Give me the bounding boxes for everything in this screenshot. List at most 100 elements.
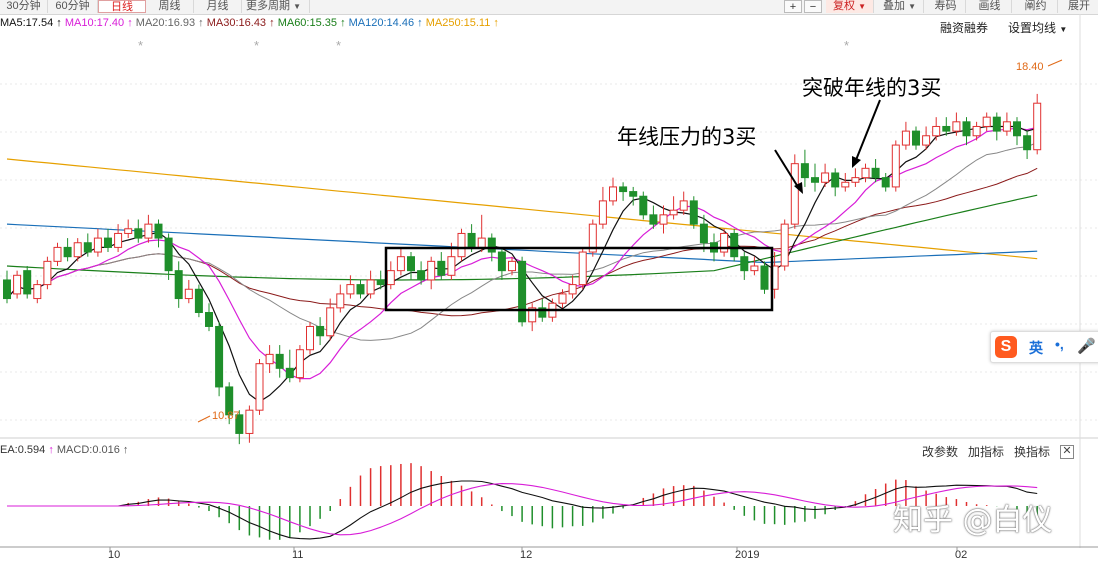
candle [184, 288, 193, 300]
expand-button[interactable]: 展开 [1068, 0, 1090, 12]
period-tab-weekly[interactable]: 周线 [146, 0, 194, 13]
ime-toolbar[interactable]: S 英 •, 🎤 [990, 331, 1098, 363]
period-tab-60min[interactable]: 60分钟 [48, 0, 98, 13]
event-marker: * [138, 38, 143, 53]
candle [922, 135, 931, 146]
macd-value-label: MACD:0.016 [56, 444, 120, 456]
zoom-in-button[interactable]: + [784, 0, 802, 13]
event-marker: * [254, 38, 259, 53]
arrow-up-icon: ↑ [124, 17, 136, 29]
close-icon[interactable]: ✕ [1060, 445, 1074, 459]
candle [63, 246, 72, 258]
candle [477, 237, 486, 248]
candle [235, 414, 244, 434]
candle [447, 256, 456, 276]
candle [306, 325, 314, 351]
candle [901, 130, 910, 146]
candle [730, 232, 739, 258]
period-toolbar: 30分钟 60分钟 日线 周线 月线 更多周期 ▼ + − 复权 ▼ 叠加 ▼ … [0, 0, 1098, 15]
candle [33, 284, 42, 300]
candle [124, 228, 133, 234]
period-tab-monthly[interactable]: 月线 [194, 0, 242, 13]
candle [53, 246, 62, 262]
toolbar-button-a[interactable]: 寿码 [926, 0, 966, 13]
candle [1033, 102, 1042, 151]
period-more-dropdown[interactable]: 更多周期 ▼ [242, 0, 310, 13]
dea-label: EA:0.594 [0, 444, 46, 456]
candle [831, 172, 840, 188]
candle [457, 232, 466, 258]
candle [740, 256, 749, 272]
zoom-out-button[interactable]: − [804, 0, 822, 13]
switch-indicator-button[interactable]: 换指标 [1014, 445, 1051, 459]
candle [598, 200, 607, 225]
punctuation-icon[interactable]: •, [1055, 336, 1064, 352]
candle [912, 130, 920, 146]
candle [952, 121, 961, 132]
candle [851, 177, 860, 183]
overlay-button[interactable]: 叠加 ▼ [876, 0, 924, 13]
microphone-icon[interactable]: 🎤 [1077, 338, 1096, 355]
candle [881, 177, 890, 188]
candle [992, 116, 1001, 132]
candle [871, 167, 880, 179]
sogou-logo-icon: S [995, 336, 1017, 358]
candle [43, 260, 52, 286]
candle [568, 284, 577, 295]
x-tick-label: 2019 [735, 549, 760, 561]
candle [225, 386, 234, 416]
macd-legend: EA:0.594 ↑ MACD:0.016 ↑ [0, 444, 128, 456]
candle [407, 256, 415, 272]
add-indicator-button[interactable]: 加指标 [968, 445, 1005, 459]
candle [437, 260, 446, 276]
ma30-label: MA30:16.43 [206, 17, 267, 29]
arrow-breakout-head [852, 156, 861, 168]
ma250-line [6, 158, 1038, 260]
candle [942, 125, 951, 132]
dif-line [7, 480, 1038, 540]
draw-line-button[interactable]: 画线 [968, 0, 1012, 13]
ime-language-label[interactable]: 英 [1029, 340, 1043, 356]
candle [619, 186, 628, 193]
overlay-label: 叠加 [883, 0, 905, 12]
event-marker: * [844, 38, 849, 53]
candle [720, 232, 729, 253]
candle [811, 177, 819, 183]
candle [982, 116, 991, 127]
candle [83, 242, 92, 253]
period-tab-daily[interactable]: 日线 [98, 0, 146, 13]
x-tick-label: 11 [292, 549, 304, 561]
period-tab-30min[interactable]: 30分钟 [0, 0, 48, 13]
candle [417, 270, 426, 281]
margin-trading-link[interactable]: 融资融券 [940, 21, 989, 35]
candle [427, 260, 436, 281]
arrow-up-icon: ↑ [414, 17, 426, 29]
candle [558, 293, 567, 304]
more-periods-label: 更多周期 [246, 0, 290, 12]
candle [861, 167, 870, 179]
x-tick-label: 12 [520, 549, 533, 561]
event-marker: * [336, 38, 341, 53]
candle [174, 270, 183, 300]
ma-settings-button[interactable]: 设置均线 ▼ [1008, 19, 1067, 36]
candle [396, 256, 405, 272]
candle [699, 223, 708, 244]
candle [275, 353, 284, 369]
edit-params-button[interactable]: 改参数 [922, 445, 959, 459]
candle [760, 265, 769, 290]
candle [508, 260, 516, 272]
candle [609, 186, 617, 202]
candle [255, 363, 264, 411]
arrow-breakout-line [855, 99, 881, 161]
adjust-rights-button[interactable]: 复权 ▼ [826, 0, 874, 13]
high-price-arrow [1047, 59, 1063, 67]
ma120-line [6, 223, 1038, 264]
arrow-resistance-line [774, 149, 799, 188]
candle [790, 163, 799, 225]
annotation-breakout: 突破年线的3买 [802, 76, 942, 100]
toolbar-button-b[interactable]: 阐约 [1014, 0, 1058, 13]
ma-legend: MA5:17.54 ↑ MA10:17.40 ↑ MA20:16.93 ↑ MA… [0, 17, 499, 35]
candle [578, 251, 587, 286]
candle [285, 367, 294, 379]
